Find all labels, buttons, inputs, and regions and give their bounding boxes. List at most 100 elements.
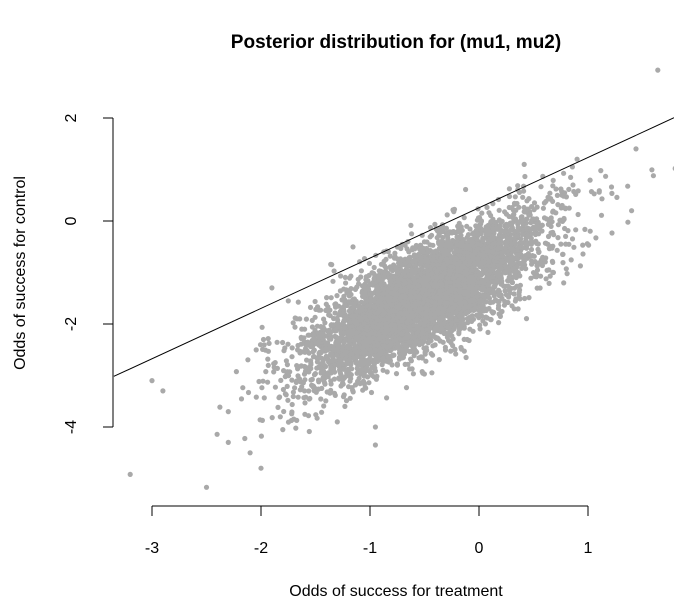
scatter-point [568, 257, 574, 263]
scatter-point [511, 291, 517, 297]
scatter-point [410, 371, 416, 377]
scatter-point [463, 304, 469, 310]
scatter-point [369, 330, 375, 336]
scatter-point [422, 351, 428, 357]
scatter-point [439, 238, 445, 244]
scatter-point [290, 393, 296, 400]
scatter-point [496, 287, 502, 293]
scatter-point [401, 271, 407, 277]
scatter-point [350, 331, 356, 337]
scatter-point [364, 341, 370, 348]
scatter-point [302, 411, 308, 417]
scatter-point [560, 251, 566, 257]
scatter-point [473, 227, 479, 233]
scatter-point [332, 392, 338, 398]
chart-title: Posterior distribution for (mu1, mu2) [231, 32, 561, 53]
scatter-point [428, 334, 434, 340]
scatter-point [318, 366, 324, 372]
scatter-point [412, 270, 418, 276]
scatter-point [496, 237, 502, 243]
scatter-point [447, 306, 453, 313]
scatter-point [388, 302, 394, 308]
scatter-point [580, 242, 586, 248]
scatter-point [502, 248, 508, 255]
scatter-point [303, 316, 309, 322]
scatter-point [335, 344, 341, 350]
scatter-point [490, 225, 496, 231]
scatter-point [475, 257, 481, 263]
scatter-point [456, 306, 462, 312]
scatter-point [475, 241, 481, 247]
scatter-point [437, 228, 443, 235]
scatter-point [391, 291, 397, 297]
scatter-point [569, 236, 576, 242]
scatter-point [439, 315, 445, 321]
scatter-point [371, 298, 377, 304]
scatter-point [614, 194, 620, 200]
scatter-point [459, 314, 465, 320]
scatter-point [319, 409, 325, 415]
scatter-point [307, 304, 314, 310]
scatter-point [294, 316, 300, 322]
scatter-point [491, 289, 497, 295]
scatter-point [378, 351, 384, 357]
scatter-point [453, 351, 459, 357]
scatter-point [516, 292, 522, 298]
scatter-point [354, 330, 360, 336]
scatter-point [306, 388, 312, 394]
scatter-point [531, 200, 538, 206]
scatter-point [479, 260, 485, 267]
scatter-point [295, 366, 301, 372]
scatter-point [402, 361, 408, 367]
scatter-point [281, 348, 287, 354]
scatter-point [436, 245, 443, 251]
scatter-point [541, 215, 548, 221]
scatter-point [490, 274, 496, 280]
scatter-point [259, 385, 265, 391]
scatter-point [580, 251, 586, 257]
scatter-point [386, 355, 392, 362]
scatter-point [285, 373, 292, 379]
scatter-point [326, 359, 332, 365]
scatter-point [457, 248, 463, 254]
scatter-point [348, 375, 354, 382]
scatter-point [376, 322, 382, 328]
scatter-point [588, 189, 595, 195]
scatter-point [491, 309, 497, 315]
scatter-point [383, 265, 389, 271]
scatter-point [433, 324, 439, 330]
scatter-point [375, 317, 381, 323]
scatter-point [274, 339, 280, 345]
scatter-point [553, 210, 559, 216]
scatter-point [473, 288, 479, 294]
scatter-point [266, 340, 272, 346]
scatter-point [366, 260, 372, 266]
scatter-point [390, 313, 396, 319]
scatter-point [294, 378, 300, 384]
scatter-point [324, 295, 330, 301]
scatter-point [452, 346, 458, 352]
scatter-point [409, 259, 416, 265]
scatter-point [525, 251, 532, 257]
scatter-point [316, 340, 322, 346]
scatter-point [259, 417, 265, 423]
scatter-point [388, 308, 394, 314]
scatter-point [265, 379, 271, 385]
scatter-point [334, 352, 340, 358]
scatter-point [442, 347, 449, 353]
scatter-point [319, 385, 325, 391]
scatter-point [392, 264, 398, 270]
scatter-point [488, 317, 494, 323]
scatter-point [341, 339, 347, 345]
scatter-point [359, 380, 365, 386]
scatter-point [350, 244, 356, 250]
scatter-point [384, 369, 390, 375]
scatter-point [455, 282, 461, 288]
scatter-point [547, 273, 553, 279]
scatter-point [406, 333, 412, 339]
scatter-point [370, 324, 376, 330]
scatter-point [356, 375, 362, 381]
scatter-point [462, 299, 468, 305]
scatter-point [566, 205, 572, 211]
scatter-point [480, 238, 486, 244]
